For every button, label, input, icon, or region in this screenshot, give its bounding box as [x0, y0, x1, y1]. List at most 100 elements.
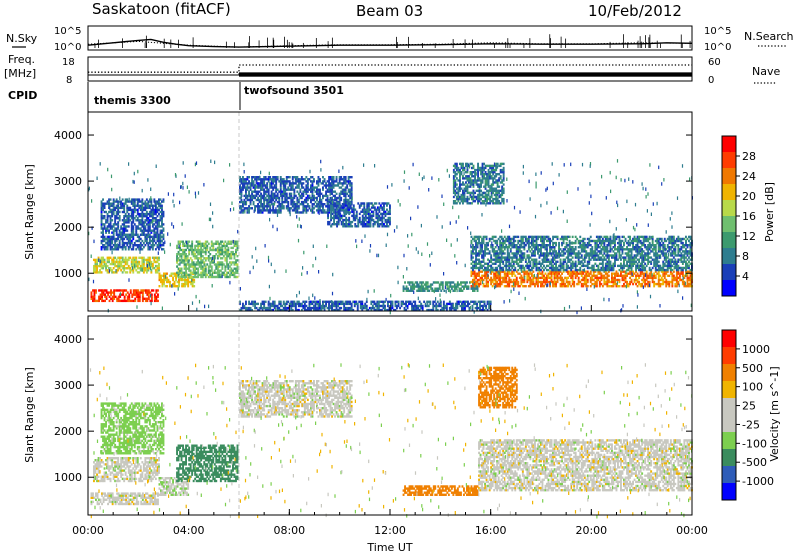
power-colorbar-label: 8 [742, 250, 749, 263]
power-colorbar-swatch [722, 264, 736, 281]
velocity-colorbar-swatch [722, 347, 736, 365]
velocity-colorbar-swatch [722, 432, 736, 450]
xtick-label: 00:00 [72, 524, 104, 537]
power-region-4 [176, 240, 239, 279]
power-region-2 [158, 272, 196, 288]
power-region-0 [90, 289, 159, 303]
velocity-ytick-label: 4000 [54, 333, 82, 346]
velocity-colorbar-swatch [722, 364, 736, 382]
velocity-colorbar-swatch [722, 381, 736, 399]
velocity-ytick-label: 3000 [54, 379, 82, 392]
nsky-label: N.Sky [6, 32, 38, 45]
velocity-ytick-label: 2000 [54, 425, 82, 438]
velocity-region-4 [176, 444, 239, 483]
station-title: Saskatoon (fitACF) [92, 0, 231, 18]
noise-strip: N.Sky N.Search 10^5 10^0 10^5 10^0 [6, 25, 794, 53]
noise-tick-right-bottom: 10^0 [704, 42, 731, 53]
velocity-colorbar-label: -25 [742, 418, 760, 431]
power-plot [88, 112, 693, 315]
power-colorbar-swatch [722, 152, 736, 169]
power-colorbar-label: 28 [742, 150, 756, 163]
xtick-label: 16:00 [475, 524, 507, 537]
nave-tick-top: 60 [708, 57, 721, 68]
power-scatter [88, 159, 693, 315]
freq-dense-band [239, 72, 692, 77]
power-region-8 [452, 162, 505, 205]
cpid-twofsound: twofsound 3501 [244, 84, 344, 97]
power-zlabel: Power [dB] [763, 182, 776, 242]
power-colorbar-label: 20 [742, 190, 756, 203]
velocity-region-8 [478, 366, 518, 409]
power-colorbar-swatch [722, 216, 736, 233]
cpid-themis: themis 3300 [94, 94, 171, 107]
power-colorbar-label: 24 [742, 170, 756, 183]
freq-strip: Freq. [MHz] Nave 18 8 60 0 [4, 53, 780, 86]
velocity-colorbar-label: 1000 [742, 343, 770, 356]
velocity-colorbar-swatch [722, 330, 736, 348]
velocity-colorbar-swatch [722, 415, 736, 433]
nave-label: Nave [752, 65, 780, 78]
xtick-label: 08:00 [273, 524, 305, 537]
power-region-11 [239, 300, 492, 312]
nave-tick-bottom: 0 [708, 75, 714, 86]
freq-unit-label: [MHz] [4, 67, 36, 80]
power-colorbar-label: 16 [742, 210, 756, 223]
power-colorbar-swatch [722, 232, 736, 249]
velocity-plot [89, 316, 693, 519]
xtick-label: 04:00 [173, 524, 205, 537]
power-colorbar-swatch [722, 136, 736, 153]
power-colorbar-swatch [722, 200, 736, 217]
noise-plot [87, 34, 693, 48]
power-region-6 [327, 202, 391, 228]
power-colorbar-swatch [722, 248, 736, 265]
velocity-y-axis: 1000 2000 3000 4000 [54, 333, 692, 484]
power-colorbar-label: 4 [742, 270, 749, 283]
power-region-3 [100, 198, 165, 251]
power-region-7 [402, 281, 479, 292]
xtick-label: 12:00 [374, 524, 406, 537]
freq-tick-bottom: 8 [66, 75, 72, 86]
time-axis: 00:00 04:00 08:00 12:00 16:00 20:00 00:00 [72, 305, 708, 537]
velocity-colorbar-label: 25 [742, 400, 756, 413]
velocity-colorbar-swatch [722, 483, 736, 501]
velocity-region-6 [402, 485, 479, 496]
freq-plot [88, 64, 692, 77]
power-ytick-label: 3000 [54, 175, 82, 188]
power-ytick-label: 2000 [54, 221, 82, 234]
freq-label: Freq. [8, 53, 35, 66]
noise-tick-left-bottom: 10^0 [54, 42, 81, 53]
power-ytick-label: 1000 [54, 267, 82, 280]
velocity-region-3 [100, 402, 165, 455]
power-colorbar: 28 24 20 16 12 8 4 [721, 135, 756, 297]
date-title: 10/Feb/2012 [588, 2, 682, 20]
velocity-colorbar-label: 500 [742, 362, 763, 375]
velocity-ytick-label: 1000 [54, 471, 82, 484]
velocity-colorbar-label: 100 [742, 381, 763, 394]
noise-tick-right-top: 10^5 [704, 26, 731, 37]
velocity-region-1 [93, 457, 160, 483]
power-ylabel: Slant Range [km] [23, 164, 36, 260]
velocity-region-0 [90, 492, 159, 506]
velocity-scatter [89, 363, 693, 519]
velocity-colorbar-label: -100 [742, 437, 767, 450]
velocity-colorbar-swatch [722, 398, 736, 416]
power-region-9 [470, 270, 693, 288]
xtick-label: 20:00 [575, 524, 607, 537]
velocity-zlabel: Velocity [m s^-1] [768, 366, 781, 461]
power-region-5 [239, 176, 353, 214]
velocity-colorbar-label: -1000 [742, 475, 774, 488]
velocity-region-5 [239, 380, 353, 418]
velocity-colorbar: 1000 500 100 25 -25 -100 -500 -1000 [721, 329, 774, 501]
power-colorbar-swatch [722, 168, 736, 185]
velocity-ylabel: Slant Range [km] [23, 367, 36, 463]
power-ytick-label: 4000 [54, 129, 82, 142]
power-panel: 1000 2000 3000 4000 Slant Range [km] 28 24 20… [23, 111, 776, 315]
power-region-10 [470, 235, 693, 272]
xtick-label: 00:00 [676, 524, 708, 537]
cpid-label: CPID [8, 89, 37, 102]
velocity-colorbar-swatch [722, 449, 736, 467]
xlabel: Time UT [366, 541, 412, 554]
nsearch-label: N.Search [744, 30, 794, 43]
nave-series [88, 64, 692, 73]
velocity-colorbar-swatch [722, 466, 736, 484]
